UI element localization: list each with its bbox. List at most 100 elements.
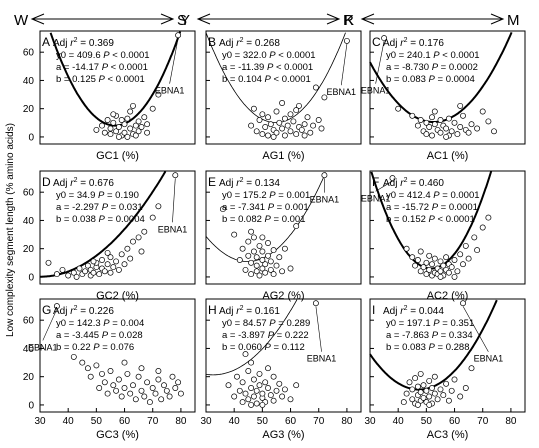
stat-row-y0: y0 = 197.1 P = 0.351 <box>386 318 474 329</box>
data-point <box>414 257 421 263</box>
data-point <box>281 132 288 139</box>
data-point <box>281 386 288 393</box>
ebna1-label: EBNA1 <box>361 86 391 96</box>
data-point <box>451 257 458 263</box>
data-point <box>259 401 266 408</box>
x-axis-label: GC2 (%) <box>96 290 139 302</box>
stat-row-a: a = -8.730 P = 0.0002 <box>386 62 478 73</box>
data-point <box>412 262 419 269</box>
data-point <box>417 268 424 275</box>
data-point <box>403 245 410 252</box>
data-point <box>262 269 269 276</box>
data-point <box>107 131 114 138</box>
data-point <box>265 114 271 121</box>
data-point <box>115 124 122 130</box>
y-tick-label: 20 <box>23 104 35 115</box>
data-point <box>273 108 280 115</box>
panel-frame <box>39 30 196 145</box>
data-point <box>239 399 246 406</box>
data-point <box>298 126 305 133</box>
data-point <box>270 247 277 254</box>
data-point <box>426 401 433 408</box>
data-point <box>445 115 452 122</box>
data-point <box>135 118 142 125</box>
data-point <box>262 261 269 268</box>
data-point <box>107 125 114 132</box>
data-point <box>457 393 464 400</box>
data-point <box>93 362 100 369</box>
stat-row-a: a = -3.445 P = 0.028 <box>56 330 143 341</box>
data-point <box>417 117 424 123</box>
header-left-label: W <box>14 12 29 29</box>
data-point <box>127 255 134 262</box>
data-point <box>287 128 294 135</box>
data-point <box>130 102 136 109</box>
ebna1-label: EBNA1 <box>310 195 340 205</box>
data-point <box>253 400 260 407</box>
data-point <box>256 242 263 249</box>
data-point <box>87 373 94 380</box>
panel-g: 0 20 40 60 30 40 50 60 70 80 GC3 (%) EBNA1 G Adj r2 =… <box>23 298 196 441</box>
data-point <box>101 379 108 386</box>
panel-letter: E <box>208 175 216 189</box>
data-point <box>115 133 122 140</box>
data-point <box>225 382 232 389</box>
stat-row-b: b = 0.060 P = 0.112 <box>222 342 305 353</box>
x-tick-label: 40 <box>229 416 241 427</box>
data-point <box>426 393 433 400</box>
data-point <box>118 251 125 258</box>
data-point <box>460 261 466 268</box>
data-point <box>451 119 458 126</box>
data-point <box>454 268 461 275</box>
data-point <box>107 269 114 276</box>
data-point <box>423 119 430 126</box>
data-point <box>250 234 257 241</box>
data-point <box>431 108 438 115</box>
ebna1-point <box>389 175 396 182</box>
data-point <box>276 380 283 387</box>
data-point <box>414 122 421 129</box>
data-point <box>262 379 269 386</box>
panel-frame <box>205 30 362 145</box>
data-point <box>242 351 249 358</box>
data-point <box>172 385 179 391</box>
data-point <box>132 132 139 139</box>
data-point <box>448 128 455 135</box>
panel-frame <box>205 170 362 285</box>
data-point <box>284 122 291 129</box>
data-point <box>245 368 252 374</box>
panel-letter: F <box>372 175 379 189</box>
data-point <box>53 271 60 278</box>
data-point <box>457 124 464 130</box>
data-point <box>270 397 277 404</box>
data-point <box>155 376 162 383</box>
data-point <box>409 112 416 119</box>
adj-r2: Adj r2 = 0.044 <box>383 305 444 317</box>
data-point <box>400 399 407 406</box>
y-tick-label: 20 <box>23 372 35 383</box>
data-point <box>121 385 128 391</box>
data-point <box>276 254 283 261</box>
data-point <box>96 385 103 391</box>
data-point <box>259 234 266 241</box>
header-arrow-head-left <box>196 13 211 25</box>
adj-r2: Adj r2 = 0.161 <box>219 305 280 317</box>
fit-curve <box>40 170 167 278</box>
data-point <box>445 397 452 404</box>
panel-letter: H <box>208 303 217 317</box>
data-point <box>135 128 142 135</box>
data-point <box>409 386 416 393</box>
data-point <box>127 125 134 132</box>
panel-letter: A <box>42 35 50 49</box>
data-point <box>279 268 286 275</box>
data-point <box>270 373 277 380</box>
data-point <box>431 121 438 128</box>
data-point <box>420 394 427 401</box>
data-point <box>253 128 260 135</box>
data-point <box>121 261 128 268</box>
data-point <box>239 245 246 252</box>
ebna1-arrow <box>375 41 385 84</box>
adj-r2: Adj r2 = 0.134 <box>219 177 280 189</box>
